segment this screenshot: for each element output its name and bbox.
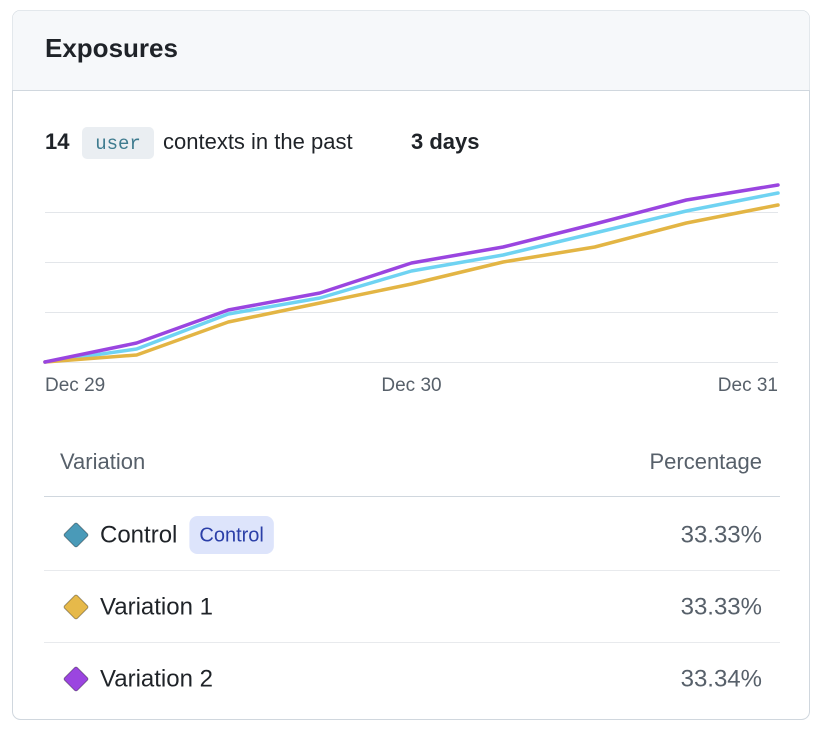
code-chip xyxy=(82,127,154,159)
context-type: user xyxy=(95,133,141,155)
variation-icon xyxy=(63,522,89,548)
x-tick-label: Dec 30 xyxy=(381,375,441,396)
control-badge xyxy=(189,516,274,554)
variation-icon xyxy=(63,594,89,620)
duration: 3 days xyxy=(411,129,480,154)
card-title: Exposures xyxy=(45,33,178,63)
chart: Dec 29 Dec 30 Dec 31 xyxy=(43,183,780,396)
variation-name: Control xyxy=(100,521,177,548)
variation-name: Variation 2 xyxy=(100,665,213,692)
percentage: 33.33% xyxy=(681,521,762,548)
control-badge-label: Control xyxy=(199,524,263,546)
variation-name: Variation 1 xyxy=(100,593,213,620)
series-line xyxy=(43,203,780,364)
variation-icon xyxy=(63,666,89,692)
card-header xyxy=(12,10,810,90)
column-header: Percentage xyxy=(649,449,762,474)
percentage: 33.33% xyxy=(681,593,762,620)
series-line xyxy=(43,183,780,364)
count: 14 xyxy=(45,129,70,154)
table-body: Control Control 33.33% Variation 1 33.33% Var… xyxy=(44,516,780,692)
x-tick-label: Dec 31 xyxy=(718,375,778,396)
x-tick-label: Dec 29 xyxy=(45,375,105,396)
column-header: Variation xyxy=(60,449,145,474)
series-line xyxy=(43,191,780,364)
percentage: 33.34% xyxy=(681,665,762,692)
summary-text: contexts in the past xyxy=(163,129,353,154)
